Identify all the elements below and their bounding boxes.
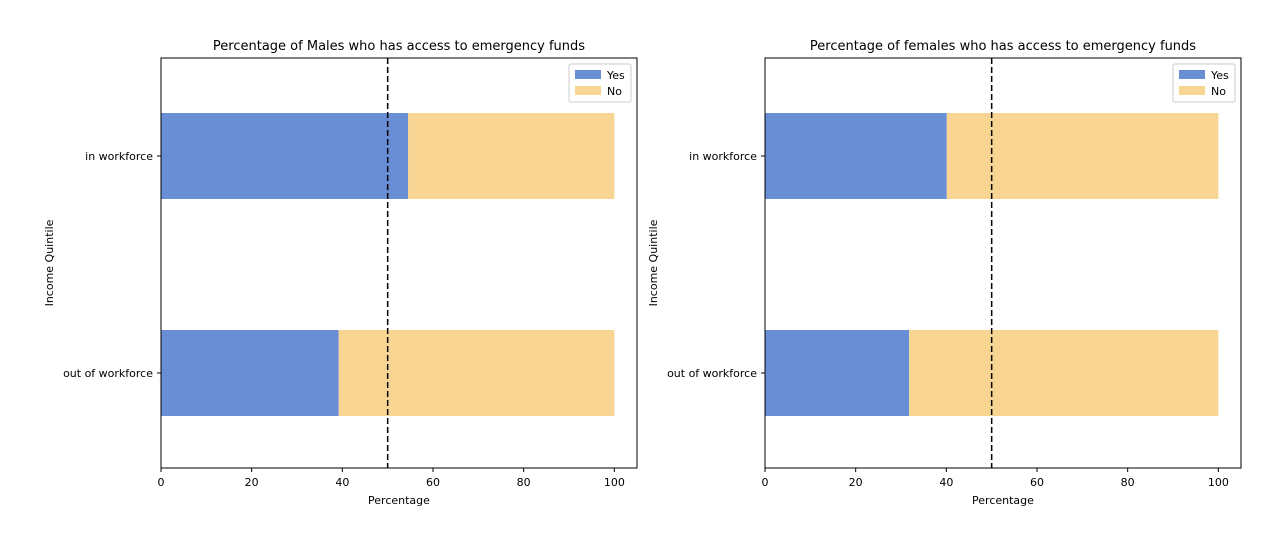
x-tick-label: 40 [939, 476, 953, 489]
chart-panel-1: 0 20 40 60 80 100 in workforce out of workforce… [43, 39, 638, 507]
legend-label-yes: Yes [1210, 69, 1229, 82]
x-tick-label: 40 [335, 476, 349, 489]
x-tick-label: 60 [426, 476, 440, 489]
y-tick-label: in workforce [689, 150, 757, 163]
legend-swatch-yes [575, 70, 601, 79]
x-tick-label: 0 [158, 476, 165, 489]
x-tick-label: 100 [1208, 476, 1229, 489]
bar-no-out-of-workforce [338, 330, 615, 416]
x-axis-label: Percentage [368, 494, 430, 507]
bar-no-out-of-workforce [909, 330, 1219, 416]
y-axis-label: Income Quintile [647, 219, 660, 306]
y-axis-label: Income Quintile [43, 219, 56, 306]
legend-swatch-yes [1179, 70, 1205, 79]
legend-swatch-no [1179, 86, 1205, 95]
y-tick-label: in workforce [85, 150, 153, 163]
axes-frame [160, 57, 638, 469]
chart-panel-2: 0 20 40 60 80 100 in workforce out of workforce… [647, 39, 1242, 507]
x-tick-label: 80 [1121, 476, 1135, 489]
bar-no-in-workforce [408, 113, 615, 199]
axes-frame [764, 57, 1242, 469]
chart-title: Percentage of Males who has access to em… [213, 39, 585, 54]
y-tick-label: out of workforce [667, 367, 757, 380]
bar-yes-in-workforce [765, 113, 947, 199]
x-tick-label: 20 [849, 476, 863, 489]
chart-title: Percentage of females who has access to … [810, 39, 1196, 54]
x-tick-label: 0 [762, 476, 769, 489]
x-tick-label: 60 [1030, 476, 1044, 489]
legend-label-no: No [1211, 85, 1226, 98]
y-tick-label: out of workforce [63, 367, 153, 380]
bar-yes-out-of-workforce [161, 330, 339, 416]
x-tick-label: 80 [517, 476, 531, 489]
bar-yes-out-of-workforce [765, 330, 910, 416]
bar-yes-in-workforce [161, 113, 409, 199]
x-axis-label: Percentage [972, 494, 1034, 507]
x-tick-label: 100 [604, 476, 625, 489]
legend-swatch-no [575, 86, 601, 95]
legend-label-no: No [607, 85, 622, 98]
legend-label-yes: Yes [606, 69, 625, 82]
x-tick-label: 20 [245, 476, 259, 489]
bar-no-in-workforce [946, 113, 1219, 199]
